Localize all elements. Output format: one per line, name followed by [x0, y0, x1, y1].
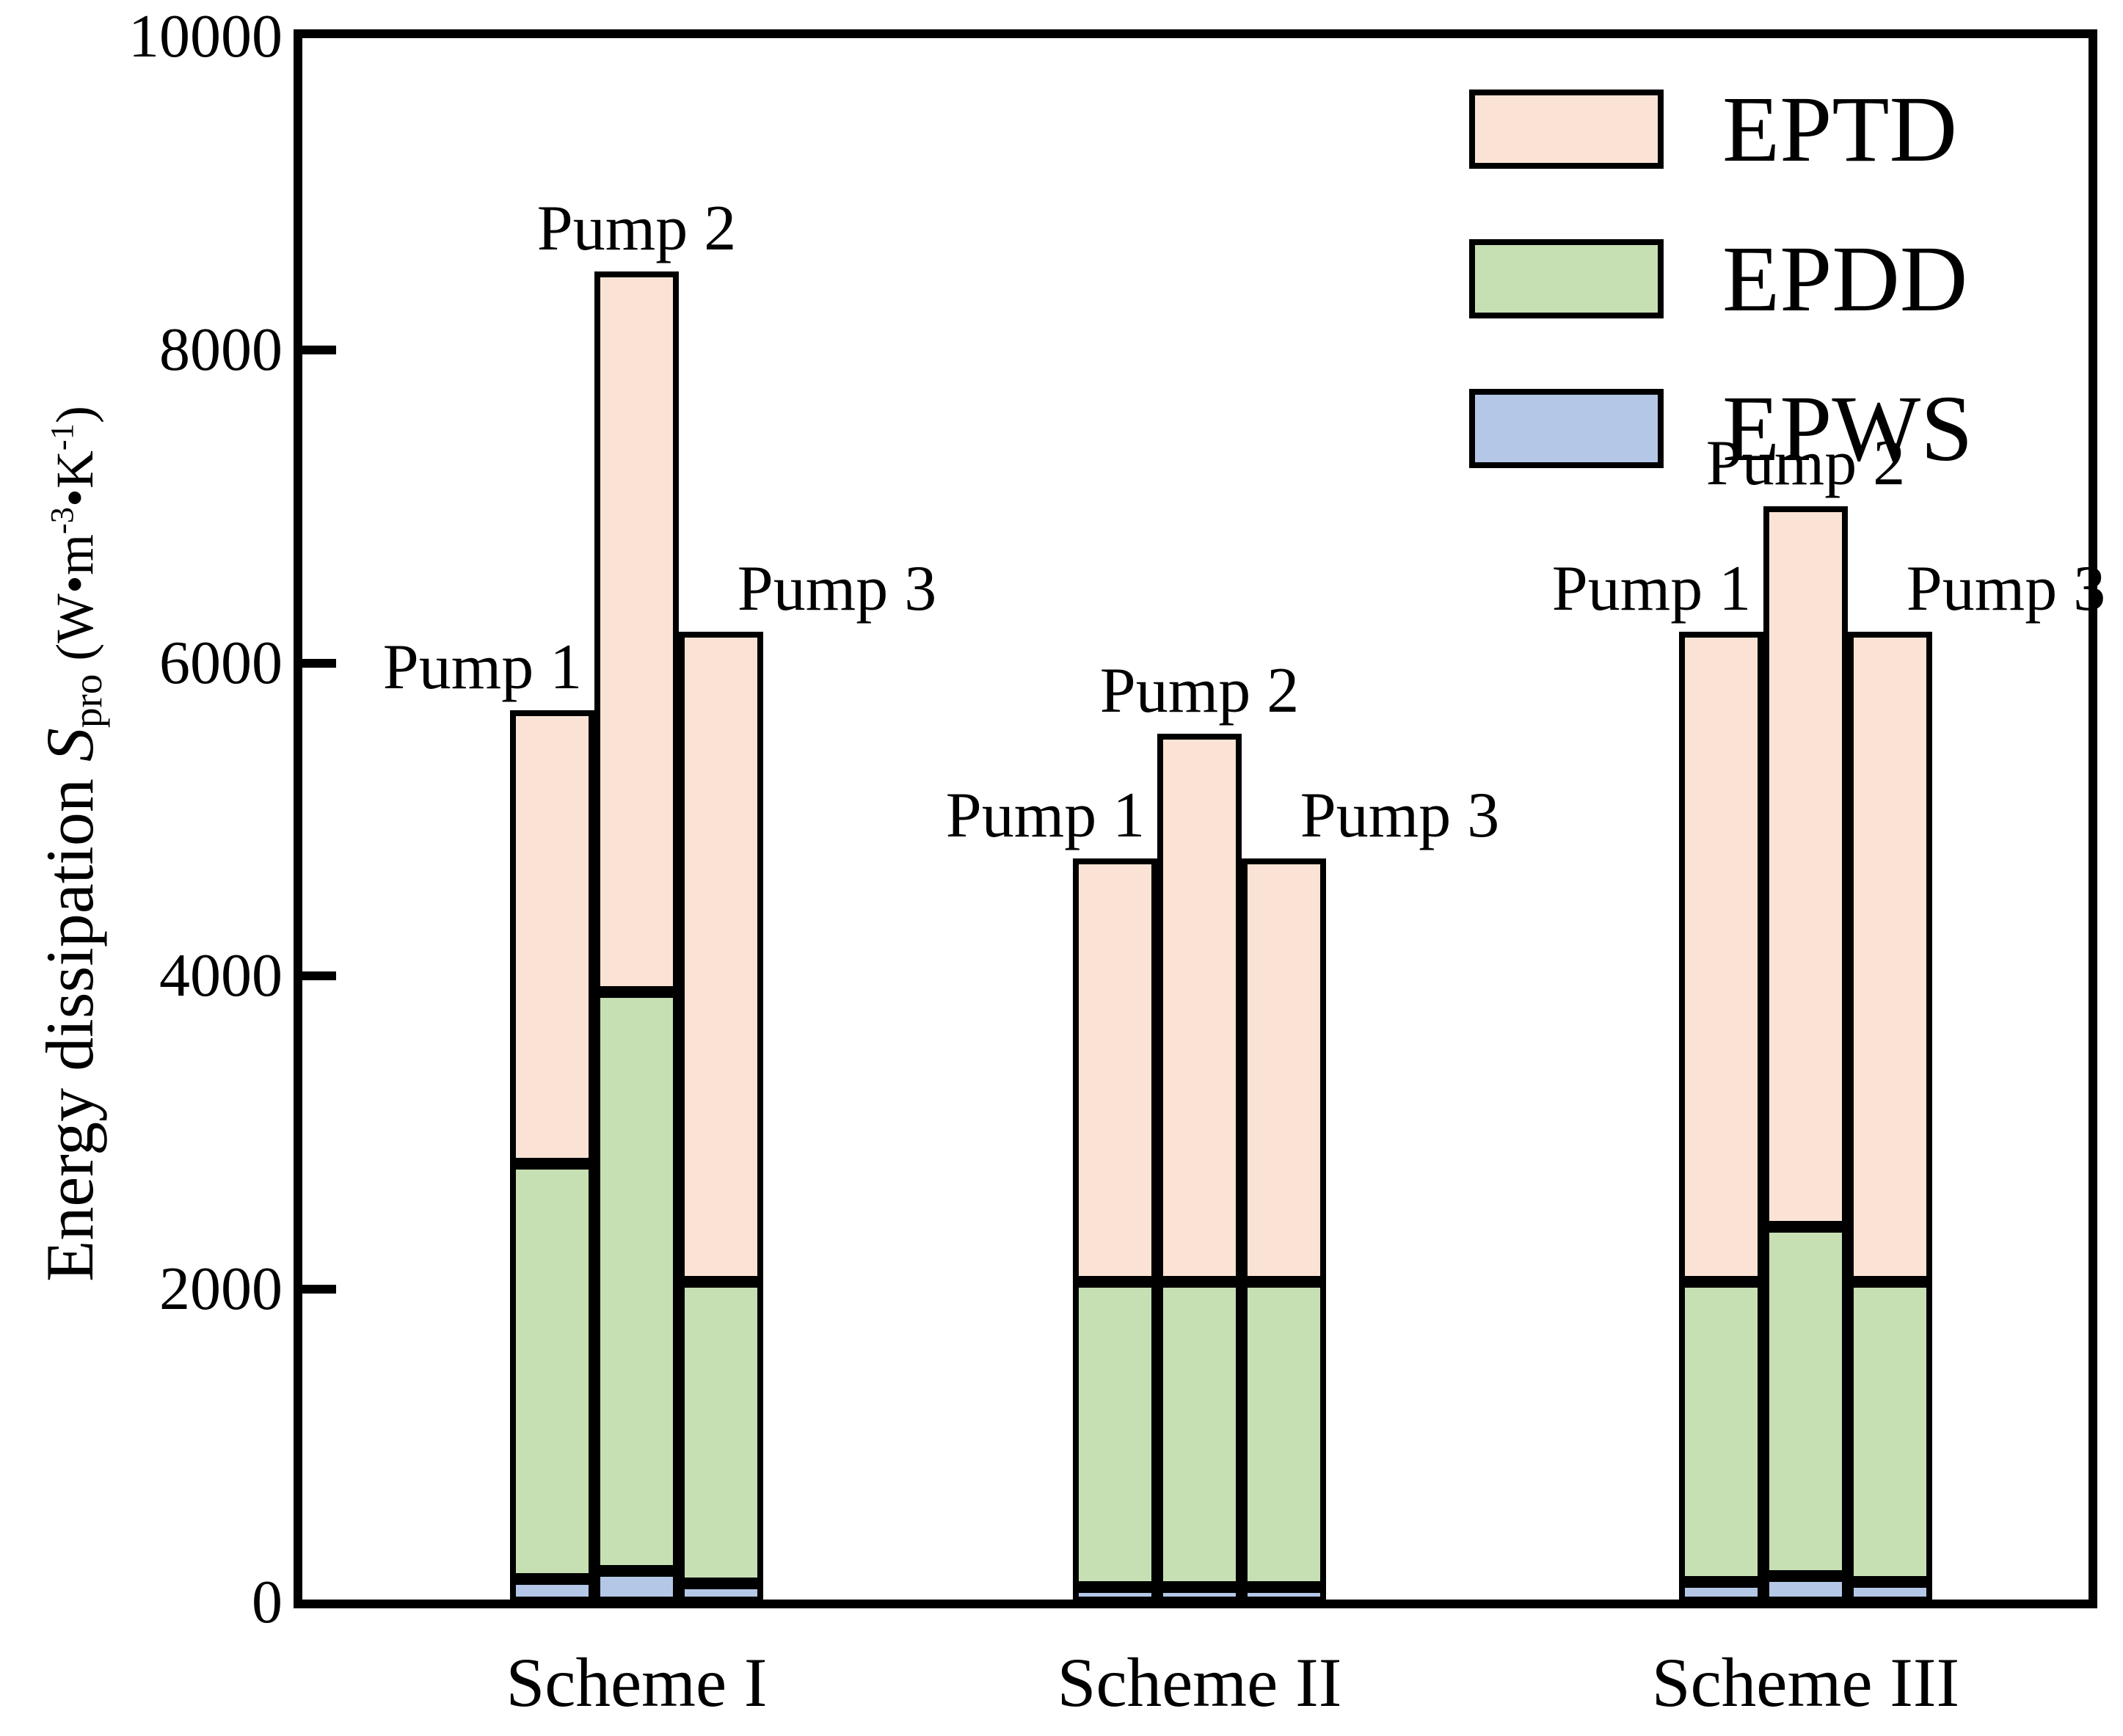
y-axis-title-text: Energy dissipation	[32, 762, 107, 1282]
bar-segment-epws	[594, 1571, 679, 1602]
legend-label-eptd: EPTD	[1722, 77, 1957, 181]
bar-segment-epdd	[1848, 1281, 1932, 1583]
y-axis-symbol: S	[32, 728, 107, 762]
bar-segment-epdd	[1157, 1281, 1242, 1587]
y-axis-title: Energy dissipation Spro (W•m-3•K-1)	[32, 406, 110, 1282]
y-axis-symbol-subscript: pro	[65, 674, 111, 729]
bar-label: Pump 3	[737, 552, 937, 624]
y-axis-unit-exponent-2: -1	[43, 423, 81, 451]
bar-label: Pump 3	[1300, 780, 1500, 852]
bar-label: Pump 2	[1099, 654, 1300, 726]
bar-segment-epdd	[510, 1164, 594, 1579]
bar-segment-eptd	[594, 271, 679, 992]
bar-segment-eptd	[1157, 733, 1242, 1282]
y-axis-unit-close: )	[45, 406, 104, 424]
bar-segment-eptd	[1242, 858, 1326, 1282]
bar-label: Pump 2	[536, 193, 737, 265]
legend-label-epdd: EPDD	[1722, 227, 1968, 331]
bar-segment-epdd	[679, 1281, 763, 1584]
bar-segment-epws	[1679, 1582, 1763, 1602]
bar-label: Pump 1	[382, 631, 583, 703]
y-axis-tick-label: 8000	[159, 315, 283, 384]
bar-segment-epws	[1763, 1575, 1848, 1602]
bar-segment-epdd	[1242, 1281, 1326, 1587]
bar-segment-epws	[1848, 1582, 1932, 1602]
bar-label: Pump 1	[945, 780, 1146, 852]
bar-segment-eptd	[510, 710, 594, 1164]
x-axis-group-label: Scheme III	[1651, 1644, 1960, 1721]
legend-swatch-epdd	[1469, 239, 1664, 318]
bar-segment-epws	[510, 1578, 594, 1602]
x-axis-group-label: Scheme I	[506, 1644, 768, 1721]
bar-segment-epdd	[1679, 1281, 1763, 1583]
y-axis-unit-exponent-1: -3	[43, 507, 81, 535]
y-axis-units: (W•m-3•K-1)	[43, 406, 104, 674]
bar-label: Pump 1	[1551, 552, 1752, 624]
bar-segment-epws	[1242, 1586, 1326, 1602]
legend-item-epdd: EPDD	[1469, 232, 1967, 326]
bar-segment-eptd	[1073, 858, 1157, 1282]
bar-segment-epws	[1157, 1586, 1242, 1602]
y-axis-unit-mid: •K	[45, 451, 104, 508]
y-axis-tick	[302, 658, 336, 668]
y-axis-tick-label: 0	[252, 1568, 283, 1636]
y-axis-tick	[302, 971, 336, 981]
bar-segment-epws	[679, 1583, 763, 1602]
legend-item-epws: EPWS	[1469, 382, 1973, 475]
bar-label: Pump 2	[1705, 428, 1906, 500]
y-axis-tick-label: 4000	[159, 941, 283, 1010]
bar-segment-epdd	[594, 991, 679, 1572]
bar-segment-eptd	[1679, 631, 1763, 1282]
y-axis-tick-label: 6000	[159, 628, 283, 697]
y-axis-tick-label: 2000	[159, 1255, 283, 1324]
legend-item-eptd: EPTD	[1469, 82, 1957, 176]
bar-segment-eptd	[1763, 506, 1848, 1227]
plot-area	[294, 29, 2097, 1608]
bar-segment-eptd	[679, 631, 763, 1282]
y-axis-tick	[302, 1285, 336, 1294]
bar-label: Pump 3	[1906, 552, 2106, 624]
bar-segment-epdd	[1763, 1226, 1848, 1576]
bar-segment-epdd	[1073, 1281, 1157, 1587]
bar-segment-eptd	[1848, 631, 1932, 1282]
y-axis-tick-label: 10000	[128, 2, 283, 70]
legend-label-epws: EPWS	[1722, 376, 1973, 481]
x-axis-group-label: Scheme II	[1057, 1644, 1342, 1721]
y-axis-tick	[302, 345, 336, 354]
bar-segment-epws	[1073, 1586, 1157, 1602]
legend-swatch-epws	[1469, 389, 1664, 468]
legend-swatch-eptd	[1469, 90, 1664, 169]
y-axis-unit-open: (W•m	[45, 534, 104, 674]
